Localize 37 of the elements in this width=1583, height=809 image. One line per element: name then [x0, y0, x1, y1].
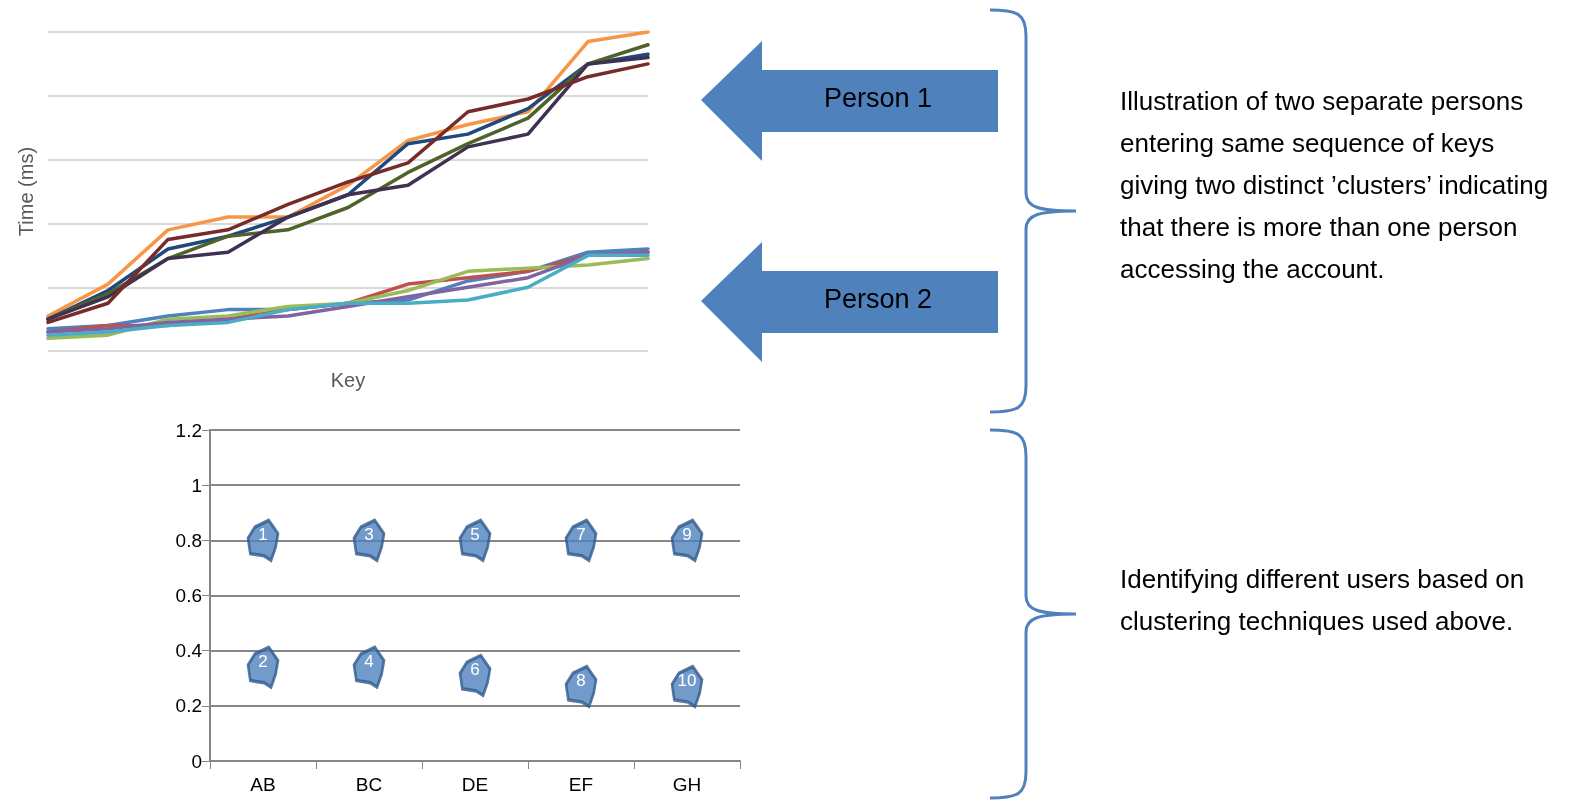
text: Person 1 — [822, 83, 934, 114]
point — [458, 653, 492, 697]
x-tick-label: AB — [250, 774, 276, 795]
point — [246, 645, 280, 689]
point — [564, 665, 598, 709]
annotation: 8 — [576, 671, 586, 691]
point — [246, 518, 280, 562]
x-axis-title: Key — [330, 369, 366, 391]
annotation: 7 — [576, 524, 586, 544]
annotation: 1 — [258, 524, 268, 544]
annotation: 5 — [470, 524, 480, 544]
text: Illustration of two separate persons entering same sequence of keys giving two distinct ’clusters’ indicating that there is more than one person accessing the account. — [1120, 85, 1550, 286]
point — [670, 518, 704, 562]
annotation: 9 — [682, 524, 692, 544]
y-tick-label: 0 — [191, 750, 202, 772]
y-tick-label: 0.6 — [175, 585, 202, 606]
y-axis-title: Time (ms) — [15, 146, 37, 237]
point — [352, 645, 386, 689]
point — [352, 518, 386, 562]
point — [564, 518, 598, 562]
annotation: 6 — [470, 659, 480, 679]
y-tick-label: 0.2 — [175, 695, 202, 717]
annotation: 4 — [364, 651, 374, 671]
x-tick-label: GH — [672, 774, 702, 795]
y-tick-label: 0.4 — [175, 640, 203, 662]
x-tick-label: EF — [568, 774, 594, 795]
annotation: 2 — [258, 651, 268, 671]
y-tick-label: 1.2 — [175, 419, 202, 441]
annotation: 3 — [364, 524, 374, 544]
point — [458, 518, 492, 562]
text: Person 2 — [822, 284, 934, 315]
x-tick-label: DE — [461, 774, 489, 795]
y-tick-label: 1 — [191, 474, 202, 496]
y-tick-label: 0.8 — [175, 529, 202, 551]
text: Identifying different users based on clustering techniques used above. — [1120, 563, 1526, 638]
annotation: 10 — [677, 671, 697, 691]
x-tick-label: BC — [355, 774, 383, 795]
